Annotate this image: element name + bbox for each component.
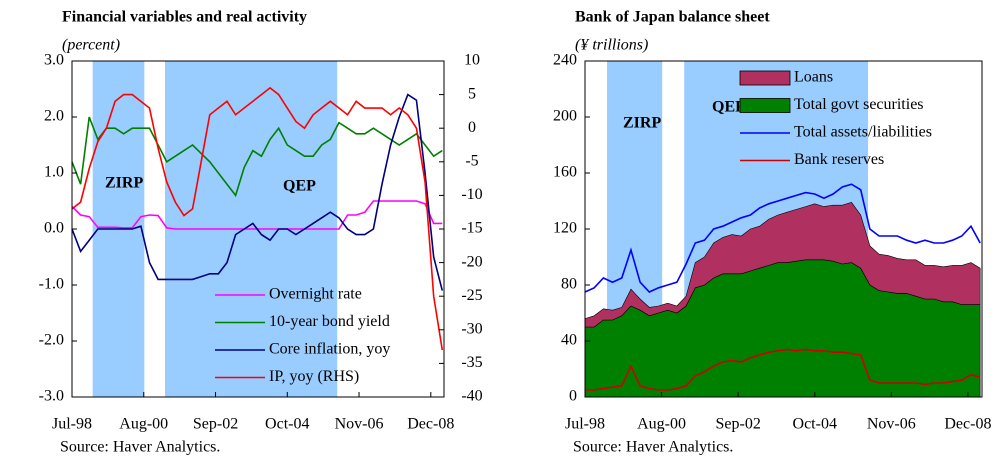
x-tick-label: Aug-00 — [119, 416, 168, 433]
y-tick-label: 0.0 — [44, 220, 64, 237]
line — [71, 116, 443, 198]
x-tick-label: Oct-04 — [793, 416, 837, 433]
x-tick-label: Aug-00 — [637, 416, 686, 433]
x-tick-label: Sep-02 — [716, 416, 761, 433]
y-tick-label: 3.0 — [44, 52, 64, 69]
line — [584, 183, 981, 293]
legend-swatch — [739, 70, 791, 86]
y-tick-label: 0 — [569, 388, 577, 405]
x-tick-label: Dec-08 — [407, 416, 454, 433]
source: Source: Haver Analytics. — [573, 439, 733, 456]
x-tick-label: Nov-06 — [867, 416, 916, 433]
legend-swatch — [739, 98, 791, 113]
chart-subtitle: (percent) — [62, 37, 120, 54]
period-label: ZIRP — [105, 175, 143, 192]
y2-tick-label: 0 — [468, 119, 476, 136]
legend-label: IP, yoy (RHS) — [269, 368, 359, 385]
y2-tick-label: -10 — [461, 186, 482, 203]
period-label: ZIRP — [623, 115, 661, 132]
period-label: QEP — [283, 178, 316, 195]
line — [71, 93, 444, 291]
y2-tick-label: -30 — [461, 320, 482, 337]
area — [584, 202, 981, 328]
y-tick-label: -1.0 — [39, 276, 64, 293]
line — [585, 348, 981, 391]
chart-title: Bank of Japan balance sheet — [575, 9, 770, 26]
legend-label: Total assets/liabilities — [794, 124, 932, 141]
y-tick-label: 80 — [561, 276, 577, 293]
y-tick-label: 40 — [561, 332, 577, 349]
y-tick-label: 120 — [553, 220, 577, 237]
y2-tick-label: -25 — [461, 287, 482, 304]
line — [71, 86, 444, 351]
y-tick-label: 160 — [553, 164, 577, 181]
y2-tick-label: -5 — [465, 152, 478, 169]
x-tick-label: Jul-98 — [52, 416, 92, 433]
y-tick-label: 240 — [553, 52, 577, 69]
source: Source: Haver Analytics. — [60, 439, 220, 456]
y2-tick-label: -40 — [461, 388, 482, 405]
y-tick-label: 1.0 — [44, 164, 64, 181]
legend-label: Loans — [794, 69, 833, 86]
y2-tick-label: -20 — [461, 253, 482, 270]
x-tick-label: Oct-04 — [265, 416, 309, 433]
y2-tick-label: 5 — [468, 85, 476, 102]
y-tick-label: -3.0 — [39, 388, 64, 405]
y-tick-label: -2.0 — [39, 332, 64, 349]
y2-tick-label: -15 — [461, 220, 482, 237]
y2-tick-label: 10 — [464, 52, 480, 69]
legend-label: Bank reserves — [794, 151, 884, 168]
x-tick-label: Nov-06 — [335, 416, 384, 433]
legend-label: 10-year bond yield — [269, 313, 390, 330]
legend-label: Total govt securities — [794, 96, 924, 113]
chart-subtitle: (¥ trillions) — [575, 37, 648, 54]
legend-label: Core inflation, yoy — [269, 341, 390, 358]
x-tick-label: Dec-08 — [944, 416, 991, 433]
legend-label: Overnight rate — [269, 286, 362, 303]
period-label: QEP — [712, 99, 745, 116]
y2-tick-label: -35 — [461, 354, 482, 371]
y-tick-label: 200 — [553, 108, 577, 125]
x-tick-label: Jul-98 — [565, 416, 605, 433]
y-tick-label: 2.0 — [44, 108, 64, 125]
chart-title: Financial variables and real activity — [62, 9, 307, 26]
x-tick-label: Sep-02 — [193, 416, 238, 433]
